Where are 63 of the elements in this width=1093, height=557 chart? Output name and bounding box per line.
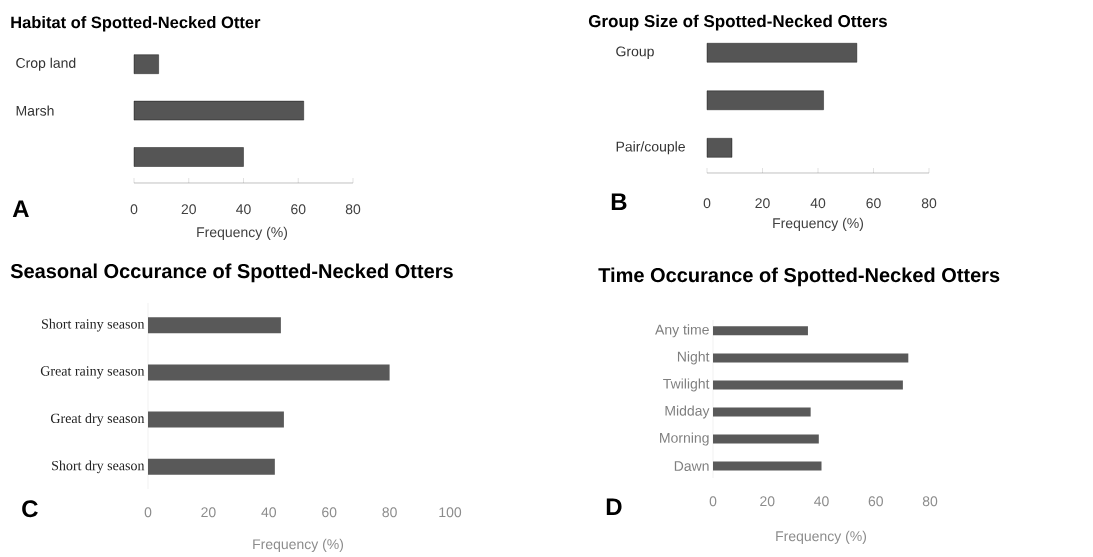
x-tick-label: 60: [868, 496, 883, 507]
y-tick-label: Twilight: [663, 378, 710, 392]
chart-title: Habitat of Spotted-Necked Otter: [11, 16, 261, 32]
x-tick-label: 80: [922, 496, 938, 507]
x-tick-label: 40: [810, 198, 826, 209]
y-tick-label: Midday: [665, 405, 710, 419]
y-tick-label: Morning: [660, 432, 709, 446]
x-tick-label: 80: [921, 198, 937, 209]
x-tick-label: 0: [130, 204, 138, 215]
y-tick-label: Group: [616, 46, 654, 60]
x-axis-title: Frequency (%): [253, 538, 344, 552]
x-axis-title: Frequency (%): [773, 217, 864, 231]
y-tick-label: Short dry season: [52, 460, 145, 474]
bar: [706, 43, 858, 63]
x-tick-label: 20: [760, 496, 775, 507]
y-tick-label: Marsh: [16, 105, 54, 116]
text: D: [606, 498, 622, 516]
y-tick-label: Great dry season: [50, 413, 145, 426]
x-axis-title: Frequency (%): [776, 530, 867, 544]
bar: [133, 100, 304, 121]
y-tick-label: Night: [677, 351, 710, 365]
bar: [713, 461, 822, 471]
x-tick-label: 20: [755, 198, 770, 209]
x-tick-label: 20: [181, 204, 196, 215]
x-tick-label: 40: [261, 507, 277, 518]
bar: [148, 317, 281, 334]
text: C: [22, 500, 38, 518]
x-tick-label: 100: [439, 507, 462, 518]
x-tick-label: 20: [201, 507, 216, 518]
bar: [706, 90, 824, 110]
bar: [133, 54, 159, 74]
bar: [148, 411, 284, 428]
bar: [713, 407, 811, 417]
y-tick-label: Dawn: [674, 461, 709, 471]
x-tick-label: 0: [709, 496, 717, 507]
x-tick-label: 40: [814, 496, 829, 507]
chart-title: Time Occurance of Spotted-Necked Otters: [598, 267, 1000, 287]
bar: [713, 434, 819, 444]
bar: [133, 147, 244, 167]
x-tick-label: 0: [703, 198, 711, 209]
chart-title: Group Size of Spotted-Necked Otters: [588, 14, 887, 31]
y-tick-label: Crop land: [16, 57, 76, 71]
x-tick-label: 60: [322, 507, 337, 518]
bar: [713, 353, 909, 363]
x-tick-label: 80: [382, 507, 397, 518]
text: A: [12, 200, 29, 217]
bar: [713, 380, 903, 390]
x-axis-title: Frequency (%): [197, 226, 288, 240]
x-tick-label: 0: [144, 507, 152, 518]
y-tick-label: Pair/couple: [616, 141, 685, 155]
text: B: [611, 193, 627, 210]
x-tick-label: 60: [866, 198, 881, 209]
bar: [148, 458, 275, 475]
y-tick-label: Great rainy season: [40, 366, 145, 379]
y-tick-label: Any time: [655, 324, 709, 338]
x-tick-label: 40: [236, 204, 251, 215]
x-tick-label: 80: [345, 204, 361, 215]
y-tick-label: Short rainy season: [41, 318, 145, 332]
x-tick-label: 60: [291, 204, 306, 215]
bar: [713, 326, 808, 336]
bar: [706, 138, 733, 158]
chart-title: Seasonal Occurance of Spotted-Necked Otters: [10, 263, 453, 283]
bar: [148, 364, 390, 381]
